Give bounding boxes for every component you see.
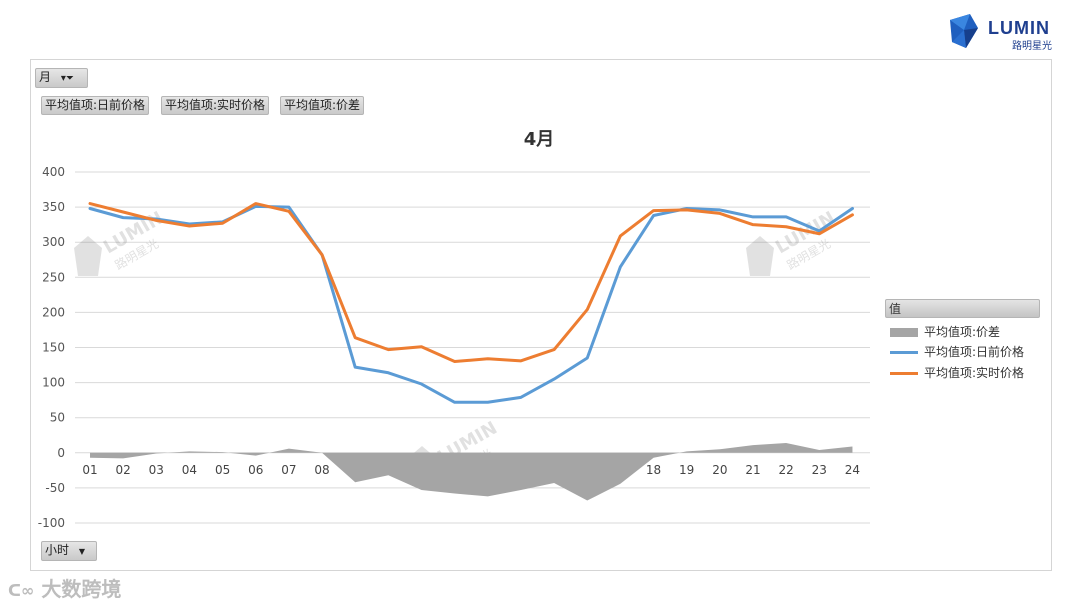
y-tick-label: -100 [38,516,65,530]
month-filter-button[interactable]: 月 ▾⏷ [35,68,88,88]
footer-watermark-text: 大数跨境 [41,577,122,601]
hour-axis-label: 小时 [45,543,70,557]
lumin-logo-icon [950,14,978,48]
x-tick-label: 24 [845,463,860,477]
legend-item-realtime: 平均值项:实时价格 [890,365,1024,381]
watermark-icon [74,236,102,276]
legend-label: 平均值项:实时价格 [924,366,1025,380]
x-tick-label: 01 [82,463,97,477]
value-field-button-spread[interactable]: 平均值项:价差 [280,96,365,115]
x-tick-label: 08 [314,463,329,477]
value-field-button-dayahead[interactable]: 平均值项:日前价格 [41,96,150,115]
y-tick-label: 100 [42,376,65,390]
x-tick-label: 07 [281,463,296,477]
value-field-button-realtime[interactable]: 平均值项:实时价格 [161,96,270,115]
y-tick-label: 50 [50,411,65,425]
filter-icon: ▾⏷ [60,73,74,84]
footer-watermark-icon: ᑕ∞ [8,581,35,600]
legend-swatch-area [890,328,918,337]
month-filter-label: 月 [39,70,52,84]
legend-swatch-line [890,372,918,375]
brand-name: LUMIN [988,18,1050,38]
y-tick-label: 400 [42,165,65,179]
chart-title: 4月 [524,129,555,150]
value-field-label: 平均值项:日前价格 [45,98,146,112]
x-tick-label: 20 [712,463,727,477]
value-field-label: 平均值项:实时价格 [165,98,266,112]
y-tick-label: 300 [42,235,65,249]
series-line-dayahead [88,204,854,404]
y-tick-label: 350 [42,200,65,214]
hour-axis-field-button[interactable]: 小时 ▼ [41,541,97,561]
dropdown-arrow-icon: ▼ [78,547,85,556]
legend-title[interactable]: 值 [885,299,1040,318]
x-tick-label: 05 [215,463,230,477]
y-tick-label: 0 [57,446,65,460]
value-field-label: 平均值项:价差 [284,98,361,112]
series-line-realtime [88,202,854,364]
x-tick-label: 04 [182,463,197,477]
legend-item-spread: 平均值项:价差 [890,324,1000,340]
x-tick-label: 06 [248,463,263,477]
y-tick-label: 250 [42,270,65,284]
y-tick-label: 150 [42,341,65,355]
legend-label: 平均值项:价差 [924,325,1001,339]
legend-item-dayahead: 平均值项:日前价格 [890,344,1024,360]
y-tick-label: -50 [45,481,65,495]
legend-swatch-line [890,351,918,354]
legend-label: 平均值项:日前价格 [924,345,1025,359]
x-tick-label: 22 [779,463,794,477]
x-tick-label: 23 [812,463,827,477]
footer-watermark: ᑕ∞ 大数跨境 [8,573,121,602]
x-tick-label: 18 [646,463,661,477]
x-tick-label: 02 [116,463,131,477]
y-tick-label: 200 [42,305,65,319]
watermark-icon [746,236,774,276]
x-tick-label: 19 [679,463,694,477]
x-tick-label: 03 [149,463,164,477]
x-tick-label: 21 [745,463,760,477]
series-area-spread [90,442,853,501]
brand-sub: 路明星光 [1012,41,1052,52]
